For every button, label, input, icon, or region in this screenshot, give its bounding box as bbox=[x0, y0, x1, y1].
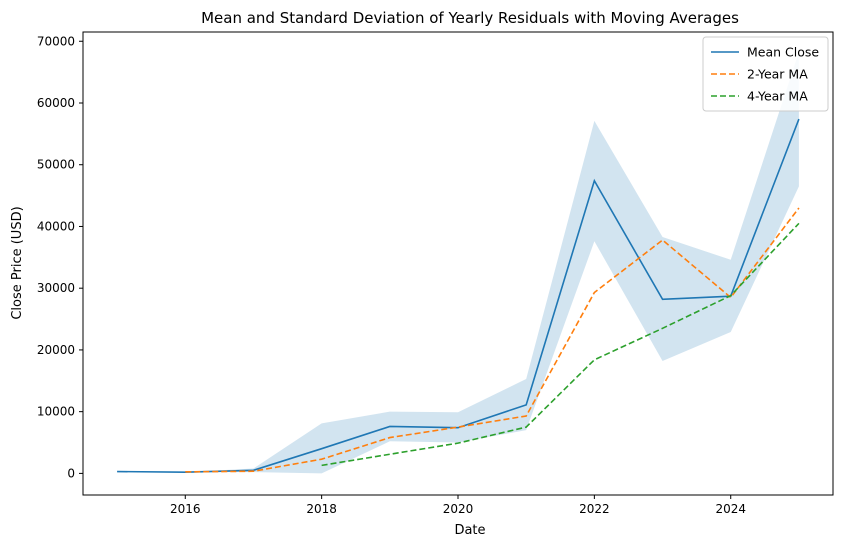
x-tick-label: 2022 bbox=[579, 502, 610, 516]
data-point bbox=[798, 118, 800, 120]
data-point bbox=[525, 415, 527, 417]
chart-title: Mean and Standard Deviation of Yearly Re… bbox=[201, 9, 739, 27]
series-layer bbox=[116, 118, 800, 473]
data-point bbox=[525, 426, 527, 428]
legend-label: Mean Close bbox=[747, 45, 819, 60]
data-point bbox=[457, 426, 459, 428]
series-line-2-year-ma bbox=[185, 207, 800, 473]
legend-label: 2-Year MA bbox=[747, 67, 808, 82]
std-deviation-band bbox=[117, 51, 799, 474]
data-point bbox=[116, 471, 118, 473]
legend-label: 4-Year MA bbox=[747, 89, 808, 104]
y-tick-label: 20000 bbox=[37, 343, 75, 357]
x-tick-label: 2016 bbox=[170, 502, 201, 516]
y-tick-label: 10000 bbox=[37, 405, 75, 419]
x-tick-label: 2018 bbox=[306, 502, 337, 516]
data-point bbox=[662, 299, 664, 301]
series-line-4-year-ma bbox=[321, 222, 800, 467]
y-tick-label: 60000 bbox=[37, 96, 75, 110]
data-point bbox=[321, 465, 323, 467]
x-tick-label: 2020 bbox=[443, 502, 474, 516]
data-point bbox=[457, 442, 459, 444]
y-tick-label: 0 bbox=[67, 466, 75, 480]
y-tick-label: 50000 bbox=[37, 158, 75, 172]
y-axis: 0 10000 20000 30000 40000 50000 60000 70000 bbox=[37, 34, 83, 480]
y-tick-label: 30000 bbox=[37, 281, 75, 295]
x-axis-label: Date bbox=[454, 523, 485, 538]
data-point bbox=[594, 359, 596, 361]
legend-box bbox=[702, 36, 829, 112]
data-point bbox=[594, 292, 596, 294]
data-point bbox=[730, 297, 732, 299]
data-point bbox=[321, 458, 323, 460]
data-point bbox=[389, 453, 391, 455]
data-point bbox=[798, 223, 800, 225]
data-point bbox=[184, 471, 186, 473]
x-axis: 2016 2018 2020 2022 2024 bbox=[170, 495, 746, 516]
std-band-layer bbox=[117, 51, 799, 474]
data-point bbox=[662, 328, 664, 330]
data-point bbox=[389, 437, 391, 439]
data-point bbox=[389, 426, 391, 428]
data-point bbox=[525, 404, 527, 406]
data-point bbox=[594, 180, 596, 182]
data-point bbox=[798, 207, 800, 209]
legend: Mean Close 2-Year MA 4-Year MA bbox=[702, 36, 829, 112]
data-point bbox=[321, 448, 323, 450]
data-point bbox=[253, 470, 255, 472]
data-point bbox=[662, 239, 664, 241]
y-tick-label: 70000 bbox=[37, 34, 75, 48]
x-tick-label: 2024 bbox=[715, 502, 746, 516]
data-point bbox=[730, 295, 732, 297]
y-tick-label: 40000 bbox=[37, 219, 75, 233]
y-axis-label: Close Price (USD) bbox=[10, 206, 25, 319]
